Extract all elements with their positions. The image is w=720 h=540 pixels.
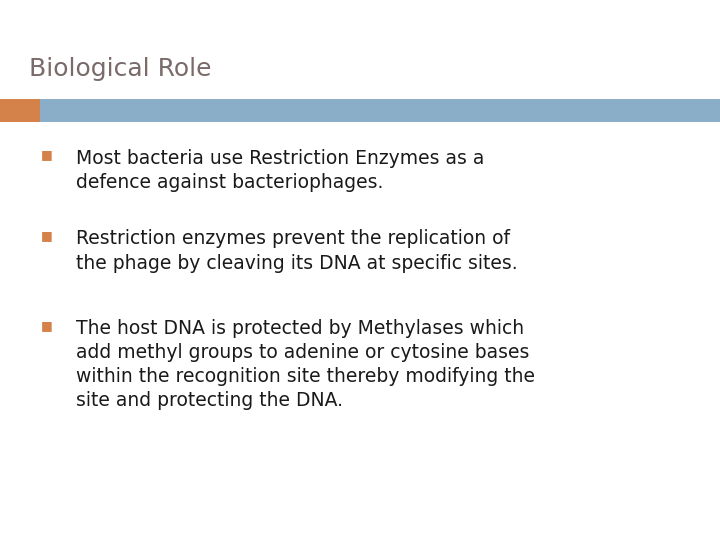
Text: The host DNA is protected by Methylases which
add methyl groups to adenine or cy: The host DNA is protected by Methylases … [76,319,534,410]
Text: Restriction enzymes prevent the replication of
the phage by cleaving its DNA at : Restriction enzymes prevent the replicat… [76,230,517,273]
Text: Most bacteria use Restriction Enzymes as a
defence against bacteriophages.: Most bacteria use Restriction Enzymes as… [76,148,484,192]
Text: ■: ■ [41,230,53,242]
Text: ■: ■ [41,148,53,161]
Text: ■: ■ [41,319,53,332]
Text: Biological Role: Biological Role [29,57,211,80]
